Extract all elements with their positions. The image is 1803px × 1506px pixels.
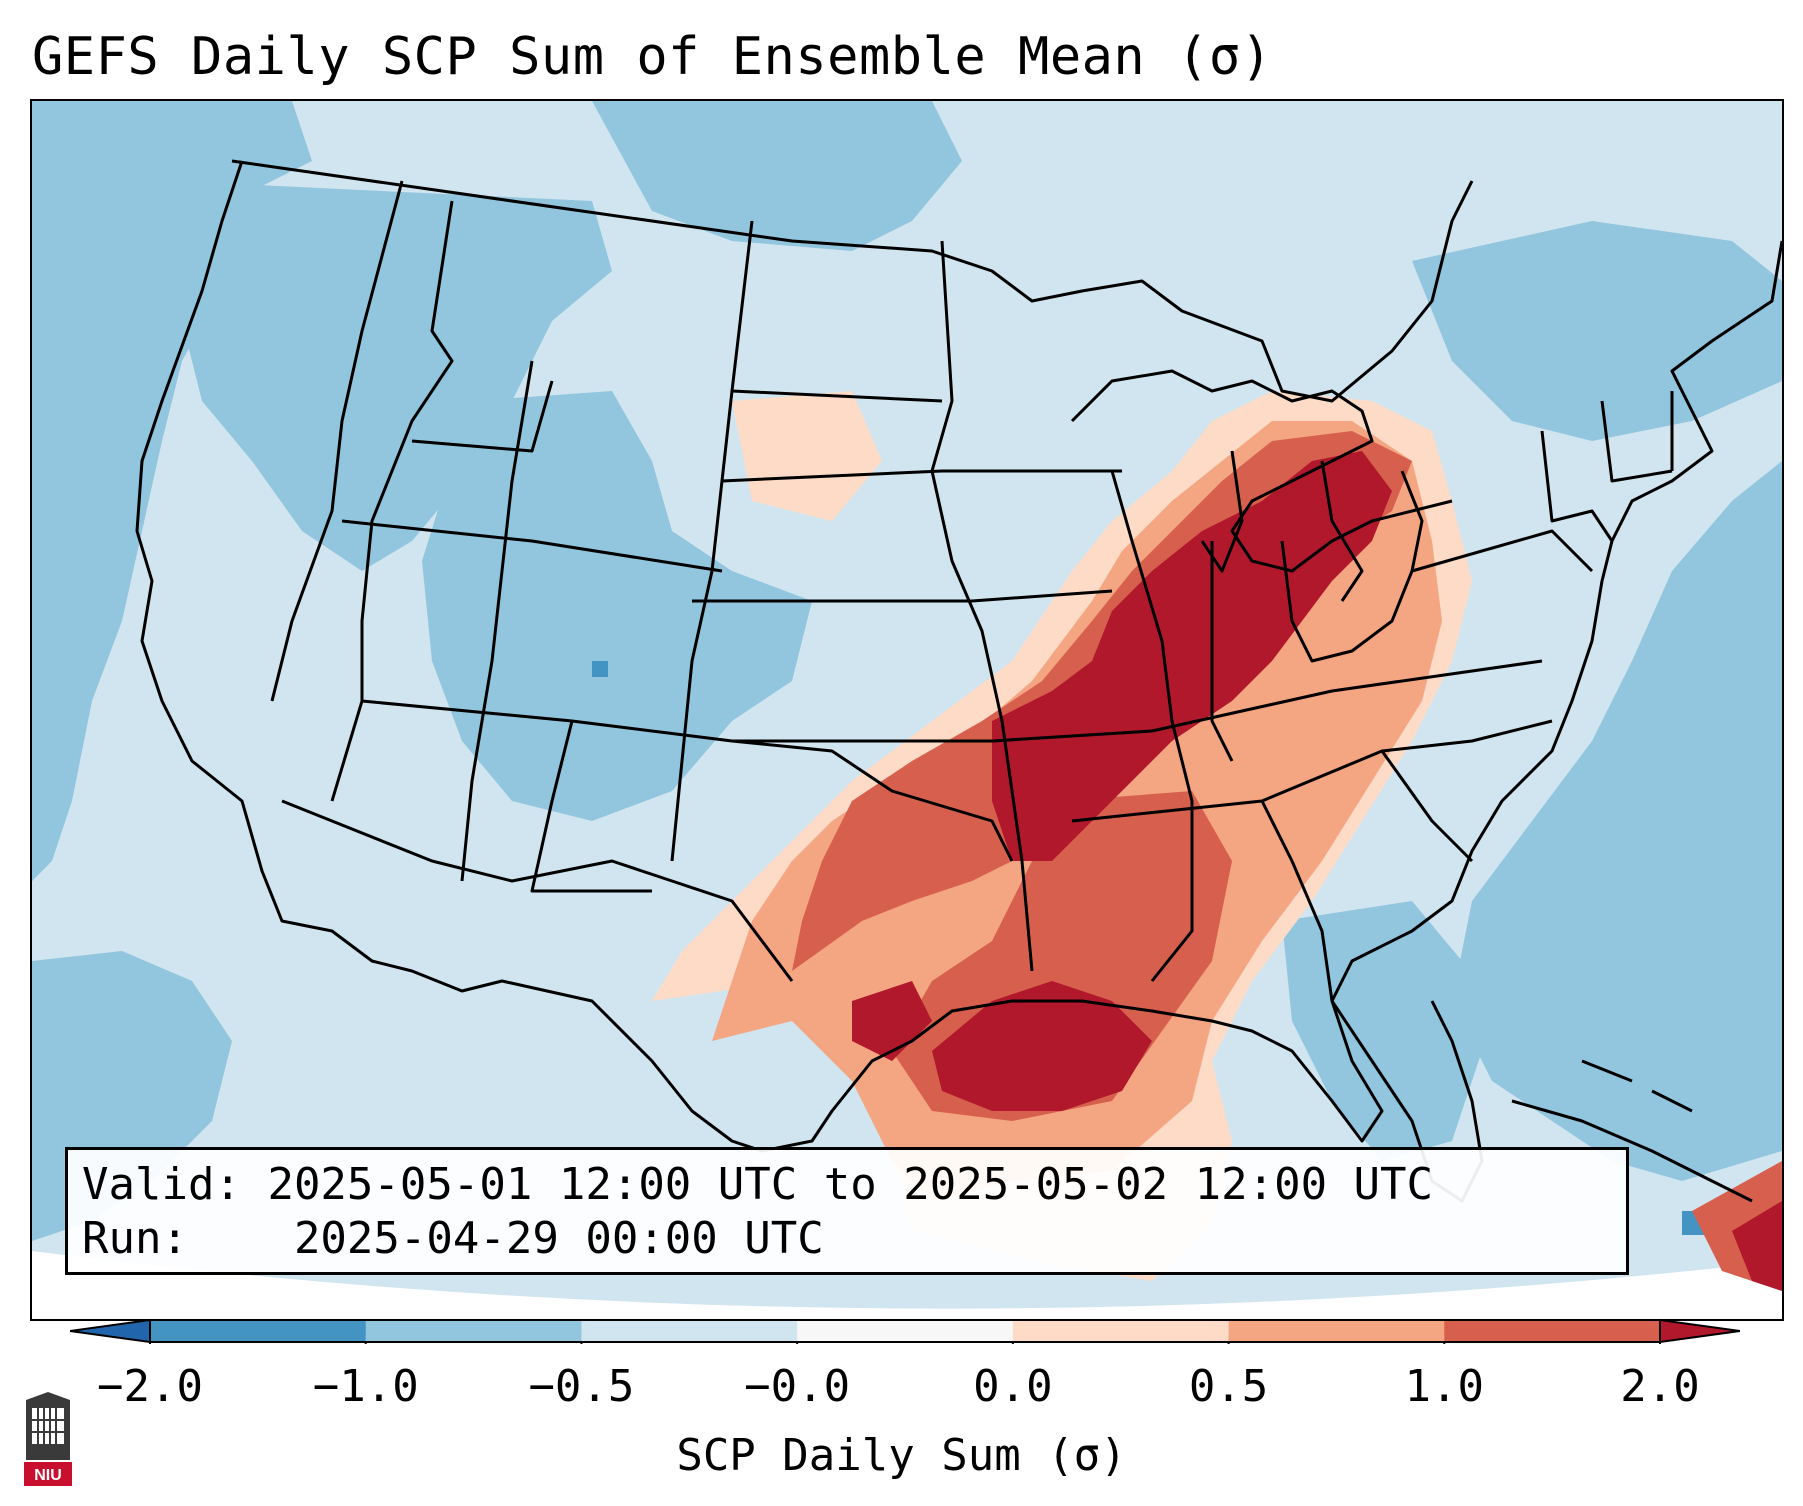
pacific-negative-field [32,101,312,881]
rockies-negative-field [422,391,812,821]
us-outline [135,160,1782,1153]
colorbar-tick-label: 2.0 [1620,1361,1700,1412]
colorbar-bin [150,1320,367,1342]
colorbar-tick-label: −0.5 [528,1361,635,1412]
colorbar-tick-label: 1.0 [1404,1361,1485,1412]
colorbar-tick-label: 0.5 [1188,1361,1269,1412]
valid-time: 2025-05-01 12:00 UTC to 2025-05-02 12:00… [267,1159,1434,1210]
colorbar-label: SCP Daily Sum (σ) [676,1430,1127,1481]
colorbar-frame [149,1319,1661,1343]
mexico-border [281,799,794,982]
map-projection-edge [32,1251,1782,1319]
colorbar-bin [581,1320,798,1342]
colorbar-bin [365,1320,582,1342]
valid-label: Valid: [82,1159,241,1210]
colorbar-under-extension [70,1318,151,1344]
validity-info-box: Valid: 2025-05-01 12:00 UTC to 2025-05-0… [65,1147,1629,1275]
colorbar-tick-label: −0.0 [744,1361,851,1412]
colorbar-bin [1228,1320,1445,1342]
negative-patch [592,661,608,677]
northwest-negative-field [172,181,612,571]
colorbar-bin [1444,1320,1661,1342]
map-panel [30,99,1784,1321]
positive-field-extreme [852,451,1392,1111]
southeast-positive-corner-extreme [1732,1201,1782,1291]
colorbar [70,1318,1740,1344]
niu-logo: NIU [24,1392,72,1486]
state-boundaries [135,159,1782,1203]
colorbar-tick-label: −1.0 [312,1361,419,1412]
scp-map [32,101,1782,1319]
chart-title: GEFS Daily SCP Sum of Ensemble Mean (σ) [32,27,1273,87]
svg-text:NIU: NIU [34,1467,62,1484]
run-time: 2025-04-29 00:00 UTC [293,1213,824,1264]
northern-negative-field [592,101,962,251]
great-lakes [1070,369,1453,573]
canada-border [231,159,1474,403]
atlantic-negative-field [1452,461,1782,1181]
colorbar-over-extension [1659,1318,1740,1344]
cuba [1511,1099,1753,1203]
colorbar-bin [1012,1320,1230,1342]
northeast-negative-field [1412,221,1782,441]
colorbar-bin [797,1320,1014,1342]
colorbar-tick-label: 0.0 [973,1361,1053,1412]
southeast-negative-field [1282,901,1482,1161]
run-label: Run: [82,1213,188,1264]
colorbar-tick-label: −2.0 [97,1361,203,1412]
